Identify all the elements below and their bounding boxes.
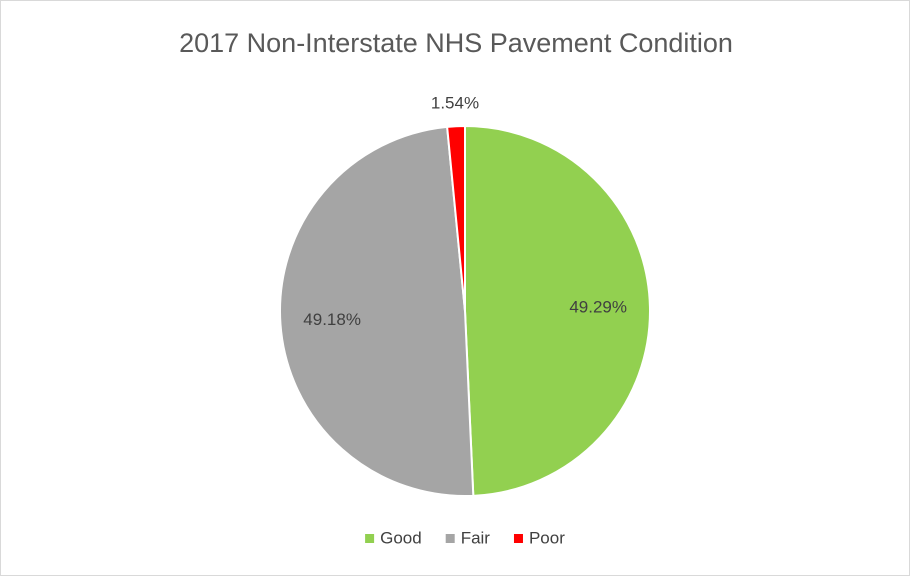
legend-label: Poor: [529, 528, 565, 547]
legend-label: Fair: [461, 528, 491, 547]
data-label: 49.18%: [303, 310, 361, 329]
data-label: 1.54%: [431, 94, 479, 113]
legend-swatch: [445, 534, 455, 543]
chart-title: 2017 Non-Interstate NHS Pavement Conditi…: [179, 28, 733, 58]
pie-slice: [446, 124, 466, 312]
legend-label: Good: [380, 528, 422, 547]
legend-swatch: [513, 534, 523, 543]
pie-slice: [279, 125, 475, 497]
pie-slice: [464, 124, 651, 497]
legend-swatch: [365, 534, 375, 543]
data-label: 49.29%: [569, 297, 627, 316]
